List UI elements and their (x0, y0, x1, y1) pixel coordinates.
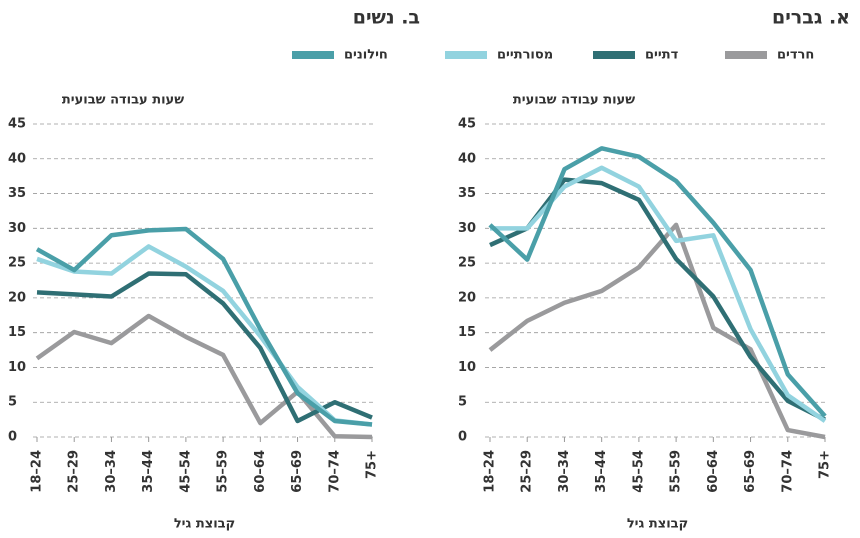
y-tick-label: 20 (8, 290, 26, 305)
x-tick-label: 70–74 (780, 450, 795, 493)
chart-title: א. גברים (772, 7, 850, 29)
y-tick-label: 5 (458, 395, 467, 410)
legend-label: מסורתיים (497, 48, 553, 63)
chart-title: ב. נשים (353, 7, 420, 29)
y-tick-label: 40 (458, 151, 476, 166)
y-tick-label: 15 (458, 325, 476, 340)
legend-label: דתיים (645, 48, 679, 63)
x-tick-label: 65–69 (743, 450, 758, 493)
x-tick-label: 18–24 (30, 450, 45, 493)
y-tick-label: 15 (8, 325, 26, 340)
series-line (35, 226, 373, 427)
x-tick-label: 75+ (365, 450, 380, 479)
legend-label: חרדים (777, 48, 814, 63)
y-tick-label: 45 (8, 117, 26, 132)
x-tick-label: 75+ (818, 450, 833, 479)
legend-swatch (725, 51, 767, 59)
x-tick-label: 60–64 (253, 450, 268, 493)
x-tick-label: 25–29 (67, 450, 82, 493)
y-tick-label: 35 (458, 186, 476, 201)
y-tick-label: 25 (458, 256, 476, 271)
y-tick-label: 30 (458, 221, 476, 236)
y-tick-label: 5 (8, 395, 17, 410)
y-tick-label: 10 (8, 360, 26, 375)
y-tick-label: 0 (8, 430, 17, 445)
x-tick-label: 35–44 (594, 450, 609, 493)
x-tick-label: 70–74 (327, 450, 342, 493)
y-tick-label: 35 (8, 186, 26, 201)
x-tick-label: 60–64 (706, 450, 721, 493)
y-tick-label: 0 (458, 430, 467, 445)
x-axis-label: קבוצת גיל (627, 517, 688, 532)
x-tick-label: 35–44 (141, 450, 156, 493)
legend-swatch (593, 51, 635, 59)
y-axis-label: שעות עבודה שבועית (62, 93, 184, 108)
legend-swatch (445, 51, 487, 59)
legend-swatch (292, 51, 334, 59)
x-tick-label: 65–69 (290, 450, 305, 493)
x-tick-label: 18–24 (483, 450, 498, 493)
y-tick-label: 45 (458, 117, 476, 132)
x-tick-label: 45–54 (178, 450, 193, 493)
x-tick-label: 45–54 (631, 450, 646, 493)
x-tick-label: 30–34 (104, 450, 119, 493)
x-tick-label: 55–59 (669, 450, 684, 493)
series-line (36, 244, 373, 427)
y-tick-label: 40 (8, 151, 26, 166)
y-axis-label: שעות עבודה שבועית (513, 93, 635, 108)
x-tick-label: 30–34 (557, 450, 572, 493)
series-line (36, 271, 373, 424)
y-tick-label: 20 (458, 290, 476, 305)
x-axis-label: קבוצת גיל (174, 517, 235, 532)
x-tick-label: 55–59 (216, 450, 231, 493)
y-tick-label: 10 (458, 360, 476, 375)
series-line (35, 313, 373, 440)
y-tick-label: 25 (8, 256, 26, 271)
series-line (488, 222, 826, 440)
legend-label: חילונים (344, 48, 388, 63)
x-tick-label: 25–29 (520, 450, 535, 493)
y-tick-label: 30 (8, 221, 26, 236)
series-line (489, 177, 827, 422)
series-line (488, 146, 827, 418)
series-line (490, 165, 827, 423)
